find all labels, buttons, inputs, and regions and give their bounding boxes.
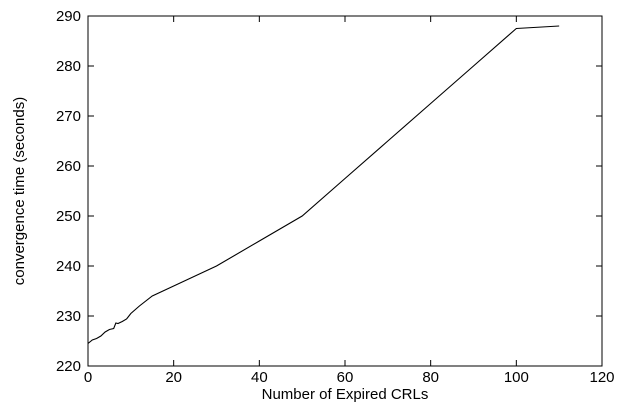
y-tick-label: 280 [56, 58, 81, 75]
y-tick-label: 240 [56, 258, 81, 275]
x-tick-label: 60 [337, 369, 354, 386]
x-tick-label: 100 [504, 369, 529, 386]
x-tick-label: 0 [84, 369, 92, 386]
x-tick-label: 40 [251, 369, 268, 386]
y-tick-label: 270 [56, 108, 81, 125]
y-tick-label: 290 [56, 8, 81, 25]
x-tick-label: 80 [422, 369, 439, 386]
y-tick-label: 250 [56, 208, 81, 225]
x-tick-labels: 0 20 40 60 80 100 120 [84, 369, 615, 386]
x-tick-label: 20 [165, 369, 182, 386]
series-line [87, 25, 560, 344]
y-axis-label: convergence time (seconds) [11, 97, 28, 285]
y-tick-label: 220 [56, 358, 81, 375]
x-tick-label: 120 [589, 369, 614, 386]
axis-ticks [87, 15, 603, 367]
x-axis-label: Number of Expired CRLs [262, 386, 429, 403]
y-tick-labels: 220 230 240 250 260 270 280 290 [56, 8, 81, 375]
y-tick-label: 260 [56, 158, 81, 175]
plot-frame [87, 15, 603, 367]
y-tick-label: 230 [56, 308, 81, 325]
